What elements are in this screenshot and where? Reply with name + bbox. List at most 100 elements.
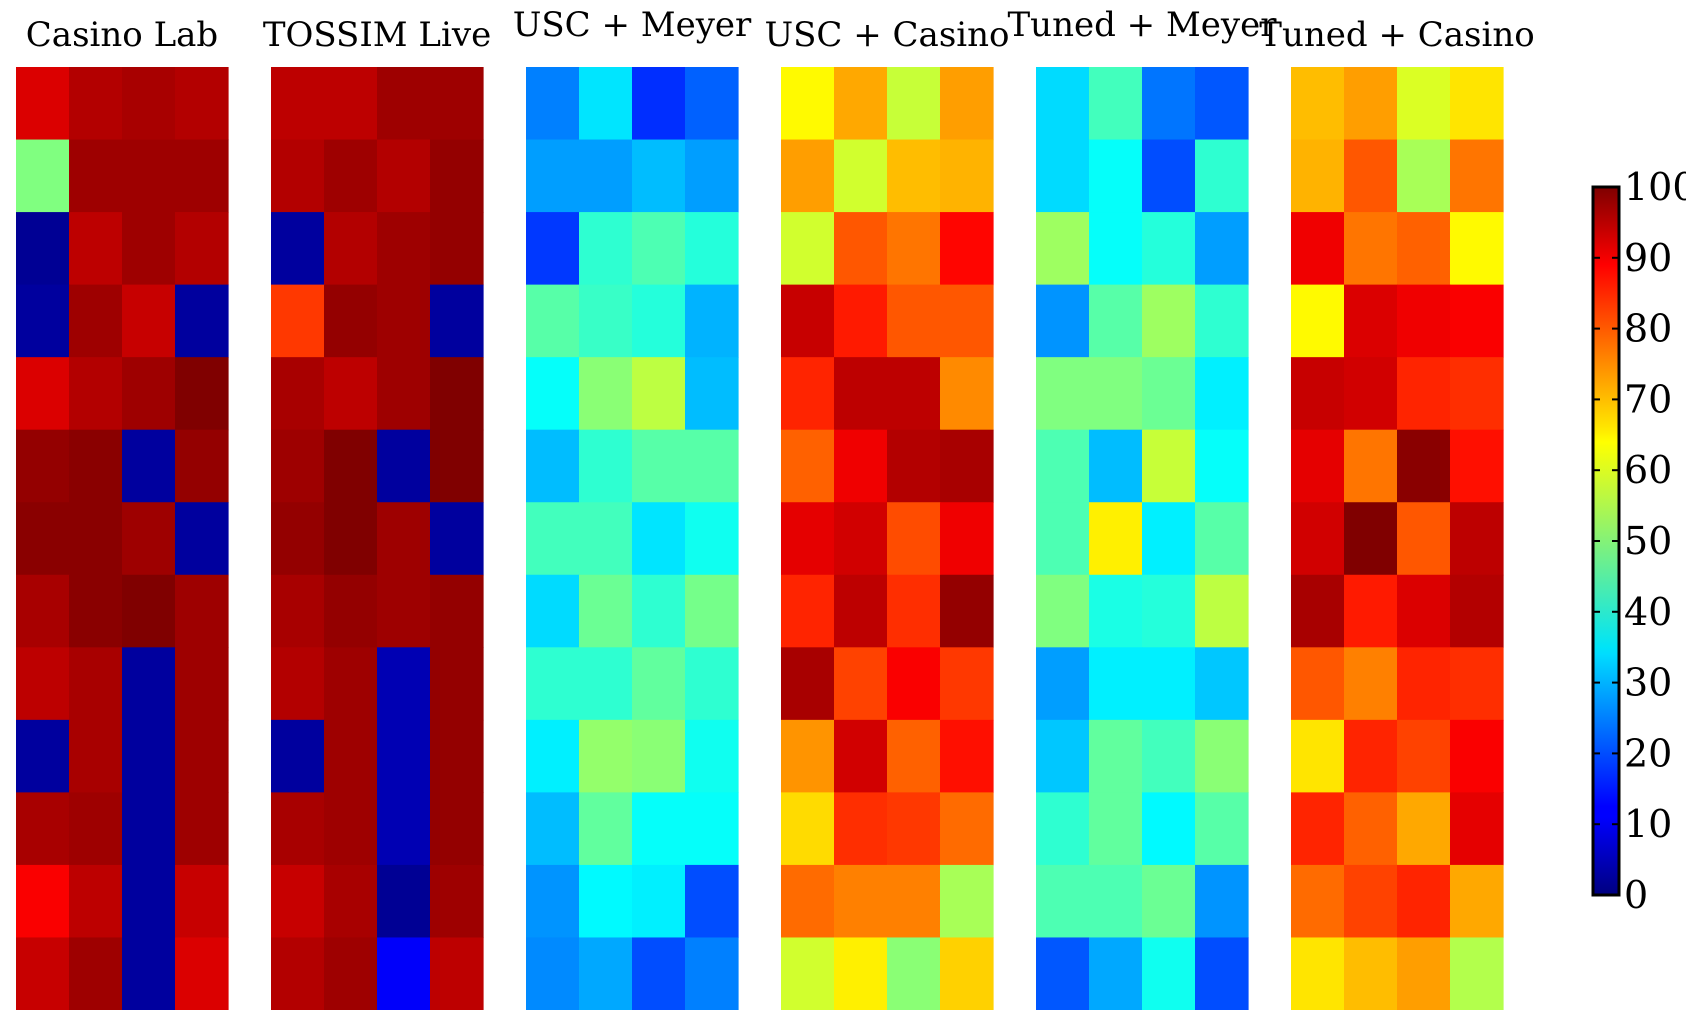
heatmap-cell [324, 574, 378, 648]
heatmap-cell [1397, 864, 1451, 939]
heatmap-cell [526, 502, 580, 576]
heatmap-cell [1195, 139, 1249, 213]
heatmap-cell [16, 357, 70, 431]
heatmap-cell [940, 284, 994, 358]
heatmap-cell [1195, 429, 1249, 503]
heatmap-cell [834, 284, 888, 358]
heatmap-cell [940, 139, 994, 213]
heatmap-cell [685, 937, 739, 1010]
heatmap-cell [1344, 67, 1398, 141]
heatmap-cell [175, 429, 229, 503]
colorbar-tick-label: 70 [1624, 377, 1672, 421]
heatmap-cell [526, 212, 580, 286]
heatmap-cell [834, 67, 888, 141]
heatmap-cell [1450, 357, 1504, 431]
heatmap-cell [1344, 357, 1398, 431]
heatmap-cell [377, 357, 431, 431]
heatmap-cell [940, 792, 994, 866]
heatmap-cell [377, 502, 431, 576]
heatmap-cell [175, 139, 229, 213]
heatmap-cell [16, 139, 70, 213]
colorbar: 0 10 20 30 40 50 60 70 80 90 100 [1591, 165, 1686, 917]
heatmap-cell [579, 284, 633, 358]
heatmap-cell [1397, 212, 1451, 286]
heatmap-cell [1397, 574, 1451, 648]
heatmap-cell [781, 647, 835, 721]
heatmap-cell [940, 502, 994, 576]
heatmap-cell [1036, 67, 1090, 141]
heatmap-cell [1089, 357, 1143, 431]
heatmap-cell [122, 429, 176, 503]
heatmap-cell [579, 719, 633, 793]
heatmap-cell [940, 67, 994, 141]
heatmap-cell [377, 792, 431, 866]
heatmap-cell [685, 357, 739, 431]
heatmap-cell [1036, 864, 1090, 939]
heatmap-cell [377, 429, 431, 503]
heatmap-cell [1195, 647, 1249, 721]
heatmap-cell [526, 792, 580, 866]
heatmap-cell [69, 574, 123, 648]
heatmap-cell [1036, 719, 1090, 793]
heatmap-panels: Casino Lab TOSSIM Live USC + Meyer USC + Ca… [16, 5, 1535, 1010]
heatmap-cell [1195, 502, 1249, 576]
heatmap-cell [377, 647, 431, 721]
heatmap-cell [69, 937, 123, 1010]
heatmap-cell [1397, 67, 1451, 141]
heatmap-cell [1142, 429, 1196, 503]
heatmap-cell [632, 792, 686, 866]
heatmap-cell [430, 937, 484, 1010]
colorbar-tick-label: 60 [1624, 448, 1672, 492]
heatmap-cell [632, 719, 686, 793]
heatmap-cell [1291, 284, 1345, 358]
heatmap-cell [1397, 719, 1451, 793]
heatmap-cell [887, 937, 941, 1010]
heatmap-cell [324, 429, 378, 503]
heatmap-cell [1291, 647, 1345, 721]
heatmap-cell [685, 792, 739, 866]
heatmap-cell [887, 429, 941, 503]
heatmap-cell [834, 357, 888, 431]
heatmap-cell [781, 357, 835, 431]
heatmap-cell [1291, 212, 1345, 286]
heatmap-cell [16, 574, 70, 648]
heatmap-cell [271, 647, 325, 721]
heatmap-cell [1195, 67, 1249, 141]
heatmap-cell [685, 864, 739, 939]
heatmap-cell [887, 67, 941, 141]
heatmap-cell [175, 647, 229, 721]
heatmap-cell [1142, 502, 1196, 576]
heatmap-cell [1036, 502, 1090, 576]
heatmap-cell [781, 284, 835, 358]
heatmap-cell [1195, 574, 1249, 648]
colorbar-tick-label: 0 [1624, 873, 1648, 917]
heatmap-cell [685, 502, 739, 576]
heatmap-cell [887, 139, 941, 213]
heatmap-cell [526, 357, 580, 431]
colorbar-tick-label: 10 [1624, 802, 1672, 846]
heatmap-cell [685, 67, 739, 141]
heatmap-cell [632, 67, 686, 141]
heatmap-cell [834, 212, 888, 286]
panel-title: Casino Lab [26, 15, 218, 55]
heatmap-cell [1142, 139, 1196, 213]
heatmap-cell [69, 139, 123, 213]
heatmap-cell [324, 284, 378, 358]
heatmap-cell [1036, 212, 1090, 286]
heatmap-cell [16, 212, 70, 286]
heatmap-cell [324, 719, 378, 793]
heatmap-cell [122, 67, 176, 141]
heatmap-cell [685, 429, 739, 503]
heatmap-cell [1036, 284, 1090, 358]
heatmap-panel: USC + Casino [764, 15, 1010, 1010]
heatmap-cell [685, 212, 739, 286]
heatmap-cell [632, 647, 686, 721]
heatmap-cell [377, 864, 431, 939]
heatmap-cell [175, 357, 229, 431]
heatmap-cell [1397, 429, 1451, 503]
heatmap-cell [1036, 574, 1090, 648]
panel-title: Tuned + Meyer [1008, 5, 1278, 45]
heatmap-cell [940, 429, 994, 503]
heatmap-cell [175, 574, 229, 648]
